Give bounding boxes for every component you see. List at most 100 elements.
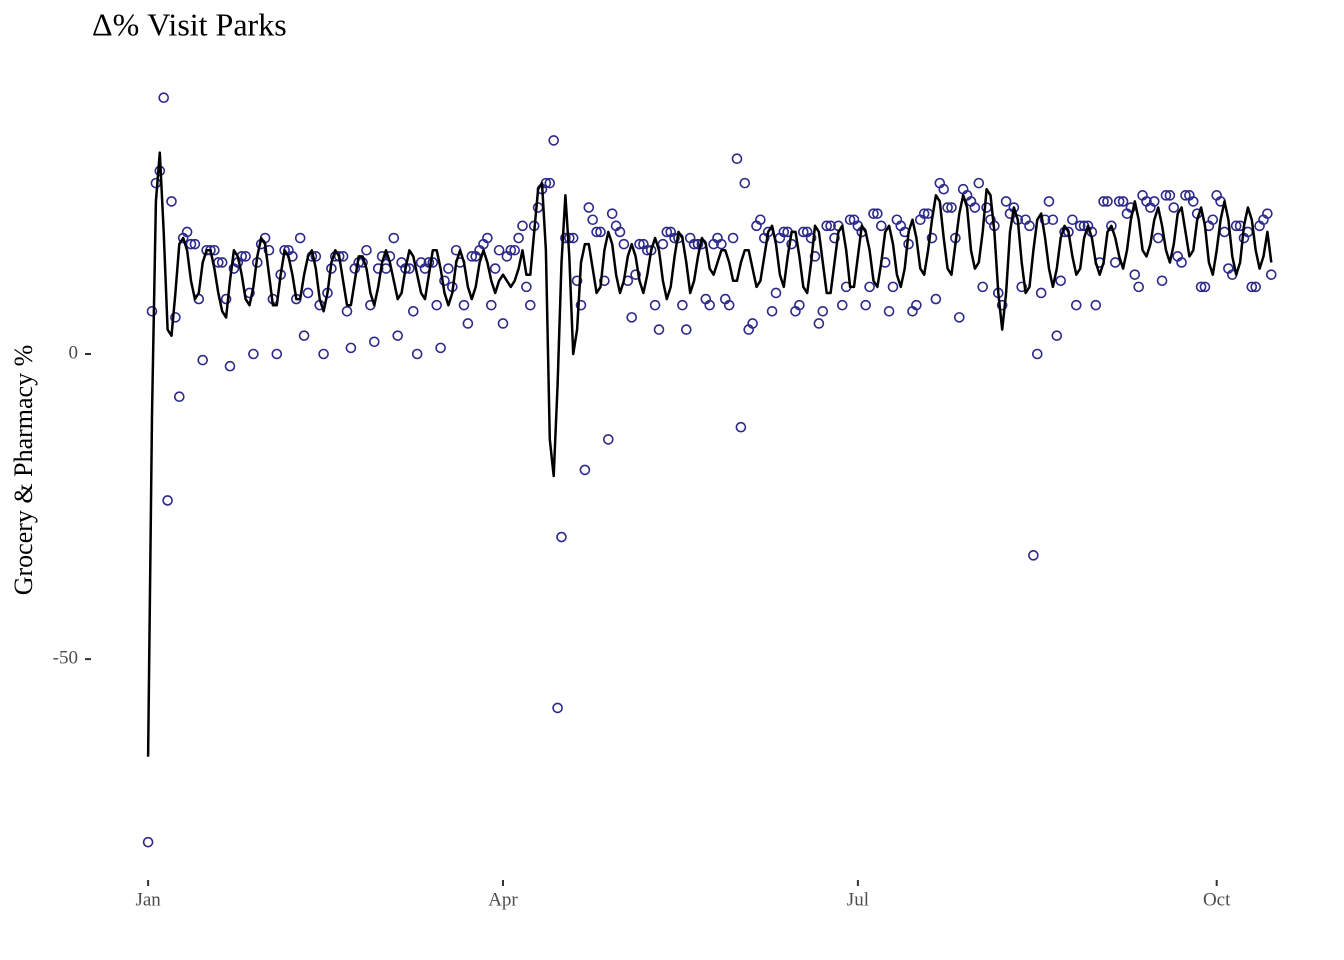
point (938, 183, 949, 195)
point (887, 281, 899, 293)
point (805, 232, 817, 244)
point (735, 421, 747, 433)
point (872, 208, 883, 219)
point (388, 232, 400, 244)
point (185, 238, 197, 250)
point (821, 220, 832, 232)
point (727, 232, 739, 244)
point (142, 836, 154, 848)
x-tick-label: Jan (135, 889, 161, 910)
point (544, 177, 556, 189)
y-axis-label: Grocery & Pharmacy % (9, 345, 38, 596)
point (466, 251, 478, 262)
point (680, 324, 692, 335)
point (1106, 220, 1117, 232)
point (926, 232, 938, 244)
point (813, 318, 825, 329)
point (716, 238, 727, 250)
point (1035, 287, 1047, 299)
point (1016, 281, 1027, 293)
point (1262, 208, 1273, 219)
point (653, 324, 665, 335)
point (302, 287, 314, 299)
point (411, 348, 423, 360)
point (1168, 202, 1180, 213)
point (158, 92, 170, 103)
point (657, 238, 669, 250)
point (174, 391, 185, 403)
point (435, 342, 446, 354)
point (809, 251, 821, 262)
point (1055, 275, 1066, 287)
point (263, 244, 275, 256)
point (166, 196, 177, 207)
point (630, 269, 641, 280)
point (942, 202, 953, 213)
point (443, 263, 454, 274)
point (977, 281, 988, 293)
y-tick-label: 0 (69, 342, 79, 363)
point (1028, 550, 1039, 561)
point (216, 257, 228, 268)
point (372, 263, 384, 274)
point (618, 238, 630, 250)
point (345, 342, 357, 354)
point (817, 305, 829, 317)
point (825, 220, 836, 232)
point (458, 299, 470, 311)
point (521, 281, 532, 293)
point (181, 226, 193, 238)
point (704, 299, 715, 311)
point (1133, 281, 1144, 293)
point (1024, 220, 1035, 232)
point (723, 299, 735, 311)
point (587, 214, 598, 226)
point (946, 202, 957, 213)
point (220, 293, 232, 305)
point (649, 299, 661, 311)
point (1047, 214, 1059, 226)
point (634, 238, 645, 250)
point (1176, 257, 1187, 268)
point (930, 293, 942, 305)
point (369, 336, 380, 348)
point (1148, 196, 1160, 207)
point (973, 177, 985, 189)
point (497, 318, 509, 329)
point (1113, 196, 1125, 207)
point (770, 287, 782, 299)
point (482, 232, 493, 244)
point (392, 330, 404, 341)
point (669, 232, 680, 244)
point (1199, 281, 1211, 293)
point (524, 299, 536, 311)
point (1265, 269, 1277, 280)
point (1219, 226, 1230, 238)
point (1031, 348, 1043, 360)
point (692, 238, 704, 250)
point (911, 299, 922, 311)
x-tick-label: Jul (847, 889, 869, 910)
point (1152, 232, 1164, 244)
point (548, 135, 559, 146)
point (883, 305, 895, 317)
point (189, 238, 201, 250)
point (1098, 196, 1109, 207)
y-tick-label: -50 (53, 647, 78, 668)
point (493, 244, 505, 256)
point (875, 220, 887, 232)
point (1164, 190, 1176, 201)
point (1230, 220, 1242, 232)
point (918, 208, 930, 219)
point (797, 226, 809, 238)
point (595, 226, 606, 238)
point (766, 305, 778, 317)
point (579, 464, 591, 476)
point (408, 305, 419, 317)
point (794, 299, 805, 311)
point (513, 232, 524, 244)
point (1187, 196, 1199, 207)
point (1074, 220, 1086, 232)
point (1129, 269, 1141, 280)
